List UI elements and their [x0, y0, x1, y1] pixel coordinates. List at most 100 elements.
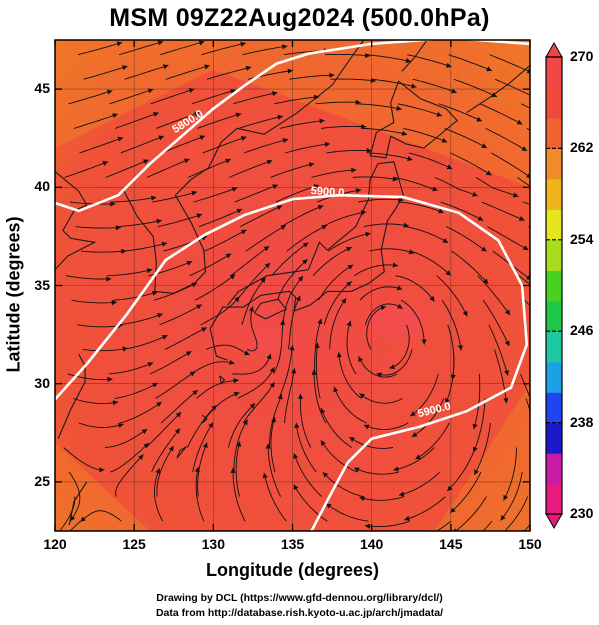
streamline-arrow — [532, 94, 538, 99]
streamline — [523, 524, 530, 531]
streamline — [204, 229, 247, 252]
streamline — [299, 393, 312, 448]
streamline-arrow — [504, 309, 510, 316]
streamline — [196, 379, 239, 399]
streamline — [333, 386, 368, 424]
streamline-arrow — [266, 159, 273, 165]
streamline — [376, 349, 413, 376]
streamline — [230, 245, 270, 277]
streamline — [352, 176, 398, 181]
5800-contour — [55, 40, 530, 213]
streamline — [313, 369, 327, 424]
streamline — [490, 152, 530, 178]
map-title: MSM 09Z22Aug2024 (500.0hPa) — [109, 4, 490, 32]
streamline — [118, 313, 163, 326]
streamline — [503, 447, 517, 501]
streamline-arrow — [364, 52, 371, 59]
streamline-arrow — [481, 246, 487, 252]
streamline-arrow — [516, 119, 523, 125]
streamline — [279, 120, 325, 129]
streamline — [353, 264, 399, 277]
x-tick-label: 150 — [518, 536, 542, 552]
coastline-segment — [122, 40, 365, 294]
streamline — [473, 373, 481, 430]
streamline — [114, 382, 158, 399]
streamline-arrow — [175, 412, 182, 418]
streamline — [116, 219, 162, 228]
streamline-arrow — [194, 111, 200, 117]
streamline — [198, 208, 243, 228]
streamline-arrow — [201, 327, 207, 333]
streamline — [68, 471, 81, 522]
streamline — [485, 127, 528, 152]
streamline-arrow — [407, 156, 413, 162]
streamline-arrow — [313, 94, 320, 100]
streamline-arrow — [313, 184, 320, 190]
streamline — [192, 422, 214, 473]
streamline-arrow — [526, 173, 530, 178]
streamline — [241, 277, 266, 325]
streamline — [232, 467, 246, 522]
streamline — [330, 78, 376, 82]
streamline-arrow — [562, 147, 568, 152]
coastline-segment — [201, 414, 208, 424]
streamline-arrow — [168, 445, 174, 452]
streamline-arrow — [410, 83, 417, 89]
streamline-arrow — [346, 281, 352, 287]
streamline — [449, 152, 492, 176]
coastline-segment — [401, 40, 428, 72]
streamline — [404, 226, 449, 244]
streamline-arrow — [472, 191, 478, 197]
streamline — [124, 64, 169, 80]
streamline-arrow — [158, 135, 164, 141]
streamline-arrow — [320, 440, 326, 446]
streamline — [232, 353, 271, 375]
streamline — [190, 361, 235, 375]
streamline-arrow — [562, 210, 567, 215]
warm-edge-patch — [55, 442, 150, 531]
streamline — [160, 389, 199, 424]
streamline — [453, 78, 498, 98]
streamline-arrow — [208, 422, 214, 429]
streamline — [320, 440, 358, 473]
streamline — [242, 45, 288, 56]
streamline — [78, 422, 124, 428]
streamline-arrow — [297, 275, 304, 282]
streamline — [75, 226, 121, 229]
streamline — [104, 428, 148, 448]
streamline-arrow — [329, 72, 335, 78]
streamline — [83, 65, 128, 80]
streamline-arrow — [147, 88, 154, 94]
streamline-arrow — [121, 65, 128, 71]
streamline — [479, 103, 523, 125]
streamline — [311, 169, 357, 178]
streamline-arrow — [233, 391, 240, 397]
streamline-arrow — [138, 454, 144, 461]
streamline-arrow — [322, 472, 329, 478]
streamline — [229, 160, 273, 178]
streamline — [326, 149, 372, 154]
high-temperature-patch — [252, 328, 285, 353]
streamline — [312, 246, 352, 277]
streamline-arrow — [504, 340, 510, 347]
streamline-arrow — [147, 362, 154, 367]
streamline — [323, 281, 352, 325]
streamline — [366, 306, 387, 350]
streamline — [346, 320, 357, 375]
streamline-arrow — [380, 305, 387, 311]
streamline-arrow — [289, 345, 295, 351]
streamline-arrow — [143, 442, 149, 449]
streamline — [517, 177, 530, 187]
streamline-arrow — [196, 304, 202, 310]
streamline-arrow — [346, 320, 352, 327]
streamline — [500, 472, 523, 521]
streamline — [475, 177, 519, 198]
streamline — [273, 319, 284, 375]
axis-ticks — [54, 40, 531, 531]
streamline-arrow — [503, 398, 509, 404]
streamline-arrow — [441, 137, 448, 143]
streamline — [64, 161, 109, 178]
colorbar-tick-label: 230 — [570, 505, 594, 521]
streamline-arrow — [482, 278, 489, 284]
streamline-arrow — [272, 91, 278, 97]
